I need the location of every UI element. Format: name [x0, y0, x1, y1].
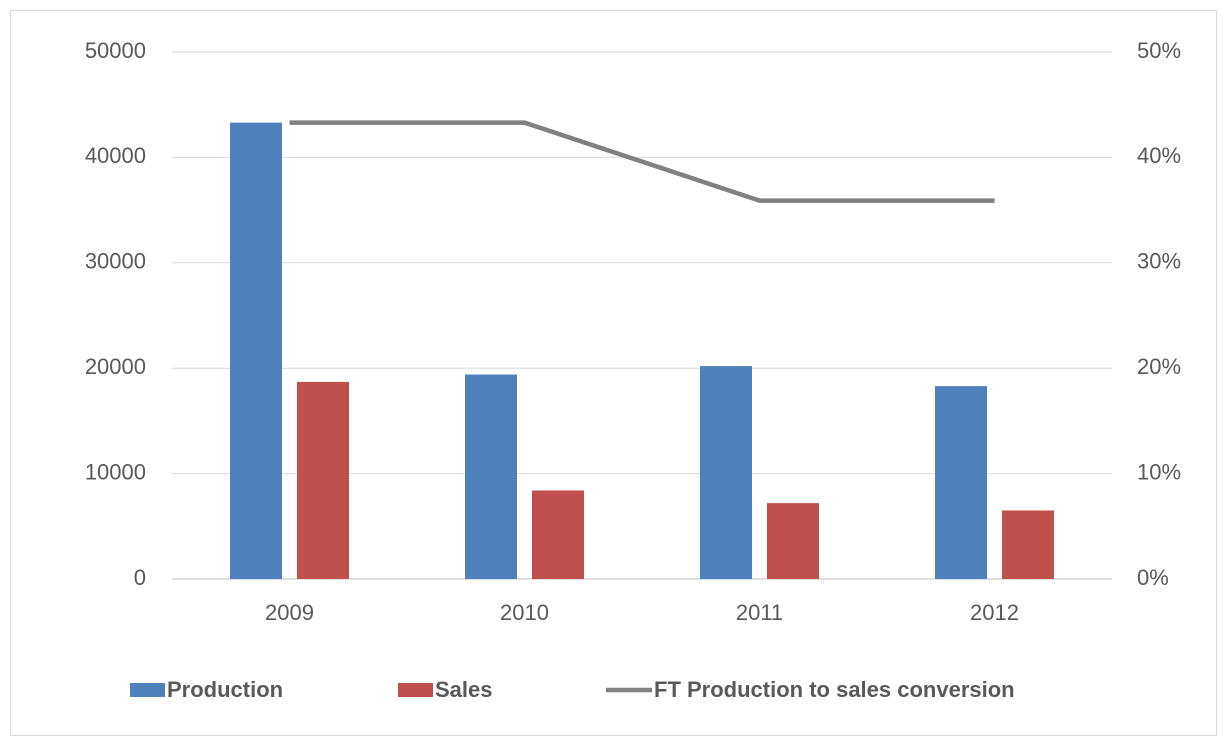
x-tick-label: 2009 — [265, 600, 314, 625]
bar — [1002, 510, 1054, 579]
legend-label: FT Production to sales conversion — [654, 677, 1015, 702]
bar — [532, 490, 584, 579]
chart-frame — [10, 10, 1217, 736]
bar — [935, 386, 987, 579]
x-tick-label: 2011 — [736, 600, 783, 625]
bar — [230, 122, 282, 580]
line-series — [289, 120, 995, 203]
legend-swatch — [130, 683, 165, 697]
bar — [700, 366, 752, 579]
y-tick-label: 50000 — [85, 38, 146, 63]
x-tick-label: 2010 — [500, 600, 549, 625]
y-tick-label: 20000 — [85, 354, 146, 379]
y-tick-label: 40000 — [85, 143, 146, 168]
y2-tick-label: 10% — [1137, 459, 1181, 484]
legend-swatch — [398, 683, 433, 697]
bar — [465, 374, 517, 579]
bar — [767, 503, 819, 579]
y2-tick-label: 0% — [1137, 565, 1169, 590]
y2-tick-label: 50% — [1137, 38, 1181, 63]
y-tick-label: 0 — [134, 565, 146, 590]
y-tick-label: 30000 — [85, 249, 146, 274]
y2-tick-label: 40% — [1137, 143, 1181, 168]
legend-label: Sales — [435, 677, 493, 702]
y2-tick-label: 20% — [1137, 354, 1181, 379]
legend-label: Production — [167, 677, 283, 702]
y2-tick-label: 30% — [1137, 249, 1181, 274]
bar — [297, 381, 349, 579]
y-tick-label: 10000 — [85, 459, 146, 484]
x-tick-label: 2012 — [970, 600, 1019, 625]
